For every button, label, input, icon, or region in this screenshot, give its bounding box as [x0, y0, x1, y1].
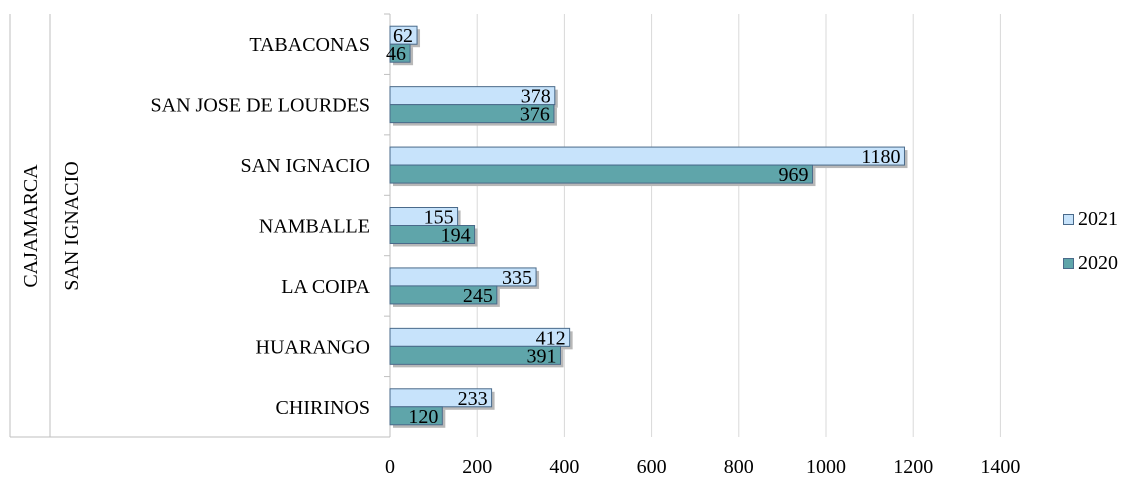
- data-label-2020: 194: [441, 225, 471, 247]
- legend-item-2021: 2021: [1063, 208, 1118, 231]
- data-label-2020: 120: [408, 406, 438, 428]
- category-label: CHIRINOS: [276, 397, 370, 419]
- category-label: HUARANGO: [256, 336, 370, 358]
- data-label-2020: 245: [463, 285, 493, 307]
- legend-item-2020: 2020: [1063, 252, 1118, 275]
- data-label-2021: 1180: [861, 146, 900, 168]
- category-label: SAN IGNACIO: [241, 155, 370, 177]
- x-tick-label: 1400: [980, 456, 1020, 478]
- data-label-2021: 378: [521, 86, 551, 108]
- gridlines: [476, 14, 1001, 437]
- x-tick-label: 400: [549, 456, 579, 478]
- category-labels: CHIRINOS HUARANGO LA COIPA NAMBALLE SAN IGNA…: [151, 34, 371, 419]
- x-tick-label: 0: [385, 456, 395, 478]
- x-tick-labels: 0 200 400 600 800 1000 1200 1400: [385, 456, 1020, 478]
- category-label: NAMBALLE: [259, 216, 370, 238]
- bar-2020: [389, 104, 555, 124]
- bar-2020: [389, 285, 498, 305]
- legend-label-2020: 2020: [1078, 252, 1118, 274]
- category-label: TABACONAS: [249, 34, 370, 56]
- bar-2020: [389, 43, 411, 63]
- data-label-2020: 969: [778, 164, 808, 186]
- x-tick-label: 600: [637, 456, 667, 478]
- x-tick-label: 1200: [893, 456, 933, 478]
- bar-2020: [389, 164, 813, 184]
- x-tick-label: 800: [724, 456, 754, 478]
- category-label: SAN JOSE DE LOURDES: [151, 95, 370, 117]
- group-label-outer: CAJAMARCA: [20, 164, 42, 288]
- data-label-2020: 391: [526, 345, 556, 367]
- bar-2020: [389, 225, 476, 244]
- legend-swatch-2021: [1063, 214, 1074, 225]
- x-tick-label: 200: [462, 456, 492, 478]
- x-tick-label: 1000: [806, 456, 846, 478]
- data-label-2021: 62: [393, 25, 413, 47]
- data-label-2021: 155: [424, 207, 454, 229]
- bar-2020: [389, 406, 443, 426]
- data-label-2020: 46: [386, 43, 406, 65]
- category-label: LA COIPA: [281, 276, 370, 298]
- data-label-2021: 335: [502, 267, 532, 289]
- data-label-2021: 412: [536, 327, 566, 349]
- bar-2021: [389, 146, 905, 166]
- data-label-2021: 233: [458, 388, 488, 410]
- bar-2020: [389, 345, 561, 365]
- category-axis-frame: [9, 13, 391, 438]
- legend-swatch-2020: [1063, 258, 1074, 269]
- data-label-2020: 376: [520, 104, 550, 126]
- group-label-inner: SAN IGNACIO: [61, 161, 83, 290]
- legend-label-2021: 2021: [1078, 208, 1118, 230]
